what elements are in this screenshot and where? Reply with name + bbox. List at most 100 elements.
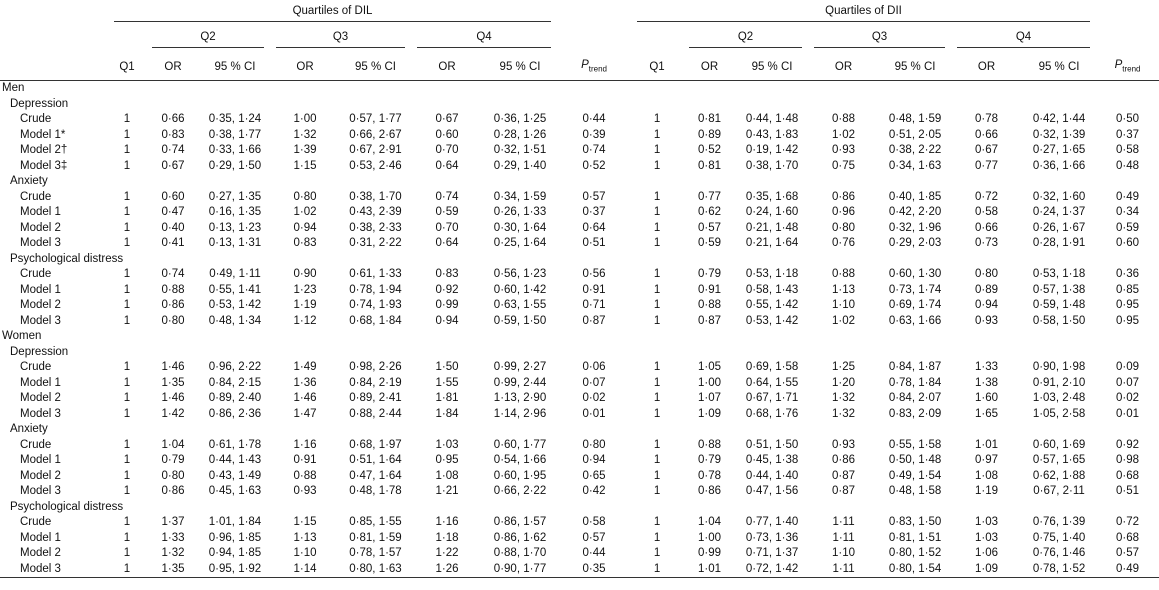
table-row: Model 3 1 1·35 0·95, 1·92 1·14 0·80, 1·63 1·26…: [0, 561, 1159, 578]
data-cell: 0·91, 2·10: [1032, 376, 1086, 389]
data-cell: 1·65: [975, 407, 999, 420]
data-cell: 1·00: [698, 531, 722, 544]
row-label: Model 2: [20, 547, 61, 559]
data-cell: 0·93: [293, 485, 317, 497]
data-cell: 0·21, 1·64: [745, 237, 799, 249]
data-cell: 1·46: [161, 392, 185, 404]
column-header: 95 % CI: [1022, 53, 1097, 81]
table-row: Crude 1 0·60 0·27, 1·35 0·80 0·38, 1·70 0·74 0·…: [0, 190, 1159, 206]
data-cell: 0·87: [832, 485, 856, 497]
data-cell: 1·04: [161, 438, 185, 451]
data-cell: 0·92: [435, 283, 459, 296]
data-cell: 1: [653, 283, 661, 296]
data-cell: 0·57: [698, 221, 722, 234]
data-cell: 0·02: [582, 392, 606, 404]
data-cell: 0·40, 1·85: [888, 190, 942, 203]
data-cell: 1: [653, 221, 661, 234]
row-label: Model 3: [20, 314, 61, 327]
empty-cell: [1096, 0, 1159, 26]
p-subscript: trend: [588, 64, 607, 74]
row-label: Model 2: [20, 392, 61, 404]
data-cell: 0·44, 1·43: [208, 454, 262, 466]
data-cell: 0·54, 1·66: [493, 454, 547, 466]
row-label: Model 1*: [20, 128, 66, 141]
data-cell: 0·86, 2·36: [208, 407, 262, 420]
data-cell: 0·36, 1·66: [1032, 159, 1086, 172]
data-cell: 0·57, 1·38: [1032, 283, 1086, 296]
data-cell: 1·38: [975, 376, 999, 389]
data-cell: 1: [123, 314, 131, 327]
data-cell: 0·89: [975, 283, 999, 296]
data-cell: 1·21: [435, 485, 459, 497]
data-cell: 0·86: [161, 299, 185, 311]
data-cell: 1·13: [293, 531, 317, 544]
data-cell: 0·51, 1·64: [349, 454, 402, 466]
quartile-header-cell: Q2: [683, 26, 808, 53]
data-cell: 1·00: [698, 376, 722, 389]
data-cell: 1: [653, 469, 661, 482]
group-title: Quartiles of DIL: [114, 5, 552, 22]
data-cell: 0·80: [582, 438, 606, 451]
data-cell: 0·99, 2·27: [493, 361, 547, 373]
data-cell: 0·89: [698, 128, 722, 141]
table-row: Q2 Q3 Q4 Q2 Q3 Q4: [0, 26, 1159, 53]
table-row: Model 2 1 0·86 0·53, 1·42 1·19 0·74, 1·93 0·99…: [0, 298, 1159, 314]
data-cell: 0·47, 1·64: [349, 469, 402, 482]
data-cell: 0·52: [582, 159, 606, 172]
data-cell: 1·14, 2·96: [493, 407, 547, 420]
data-cell: 1: [123, 128, 131, 141]
table-row: Model 1 1 1·35 0·84, 2·15 1·36 0·84, 2·19 1·55…: [0, 376, 1159, 392]
data-cell: 0·78, 1·84: [888, 376, 942, 389]
data-cell: 1: [653, 531, 661, 544]
data-cell: 1·03: [975, 516, 999, 528]
data-cell: 0·74: [161, 268, 185, 280]
data-cell: 1·33: [975, 361, 999, 373]
column-header: 95 % CI: [736, 53, 809, 81]
data-cell: 1: [653, 547, 661, 559]
data-cell: 1: [123, 531, 131, 544]
subsection-label: Depression: [10, 97, 69, 110]
data-cell: 0·85: [1116, 283, 1140, 296]
data-cell: 0·90, 1·98: [1032, 361, 1086, 373]
data-cell: 0·88, 1·70: [493, 547, 547, 559]
data-cell: 1: [123, 469, 131, 482]
data-cell: 0·51: [582, 237, 606, 249]
data-cell: 0·59: [698, 237, 722, 249]
data-cell: 0·57: [1116, 547, 1140, 559]
data-cell: 0·58: [582, 516, 606, 528]
data-cell: 1: [123, 392, 131, 404]
data-cell: 0·47: [161, 206, 185, 218]
data-cell: 1: [653, 190, 661, 203]
data-cell: 0·74, 1·93: [349, 299, 402, 311]
data-cell: 0·91: [582, 283, 606, 296]
data-cell: 0·58: [975, 206, 999, 218]
data-cell: 1: [123, 190, 131, 203]
quartile-header-cell: Q3: [270, 26, 411, 53]
row-label: Crude: [20, 113, 52, 125]
data-cell: 1: [653, 113, 661, 125]
data-cell: 0·91: [698, 283, 722, 296]
row-label: Model 2: [20, 299, 61, 311]
row-label: Model 3: [20, 485, 61, 497]
column-header: Q1: [631, 53, 684, 81]
data-cell: 0·65: [582, 469, 606, 482]
table-row: Model 1 1 1·33 0·96, 1·85 1·13 0·81, 1·59 1·18…: [0, 531, 1159, 547]
group-header-cell: Quartiles of DII: [631, 0, 1096, 26]
data-cell: 0·84, 1·87: [888, 361, 942, 373]
data-cell: 1: [123, 454, 131, 466]
data-cell: 1·13: [832, 283, 856, 296]
data-cell: 1: [123, 221, 131, 234]
data-cell: 0·72: [975, 190, 999, 203]
data-cell: 1: [123, 268, 131, 280]
data-cell: 0·80: [293, 190, 317, 203]
data-cell: 0·07: [582, 376, 606, 389]
data-cell: 0·25, 1·64: [493, 237, 547, 249]
data-cell: 1·09: [951, 561, 1023, 578]
data-cell: 0·48, 1·34: [208, 314, 262, 327]
data-cell: 0·38, 1·77: [208, 128, 262, 141]
data-cell: 0·53, 1·18: [745, 268, 799, 280]
quartile-label: Q4: [957, 31, 1091, 48]
data-cell: 0·77: [698, 190, 722, 203]
data-cell: 0·70: [435, 144, 459, 156]
data-cell: 0·48, 1·78: [349, 485, 402, 497]
